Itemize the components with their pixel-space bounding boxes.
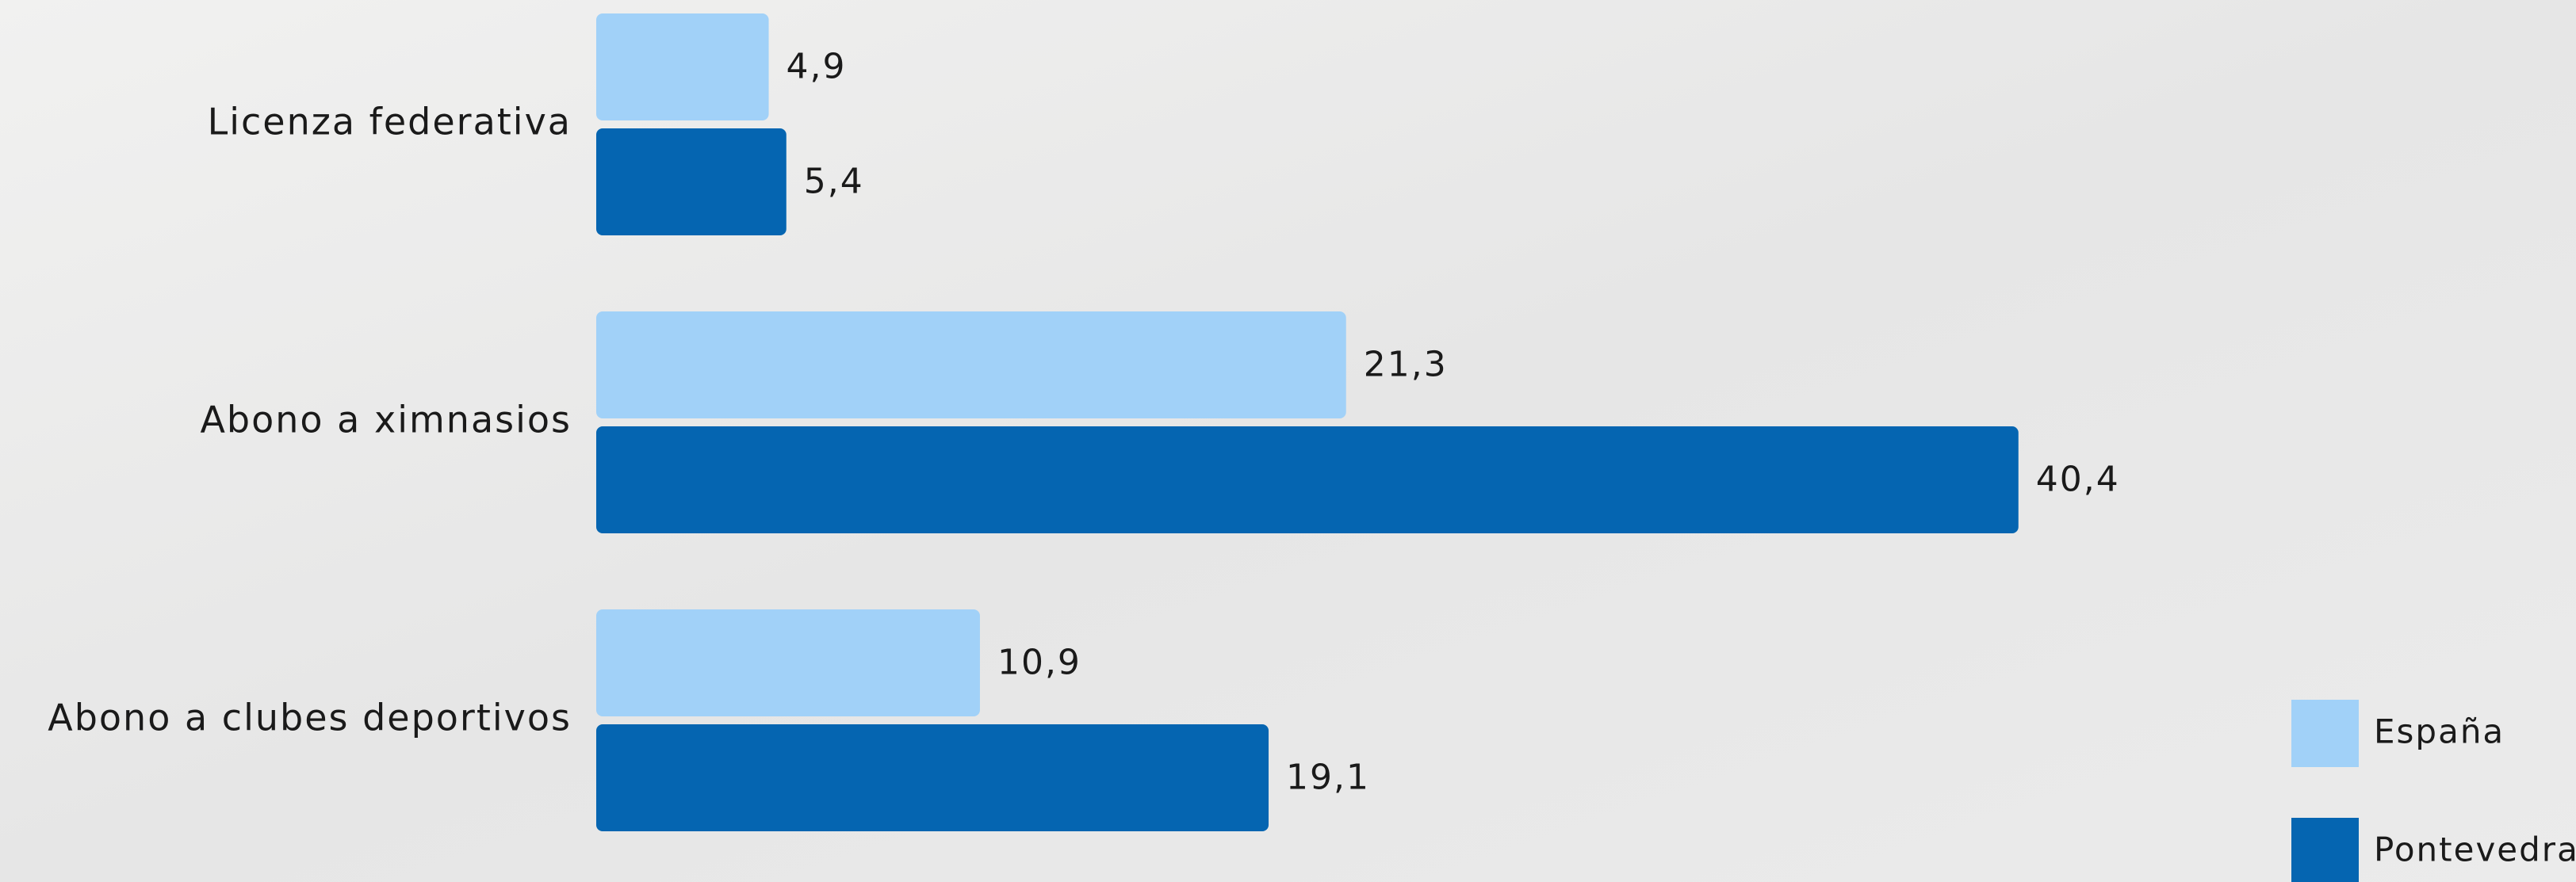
value-label: 4,9 (787, 47, 847, 87)
value-label: 19,1 (1286, 758, 1370, 798)
bar (596, 311, 1346, 418)
category-label: Licenza federativa (208, 101, 572, 143)
legend-swatch (2291, 700, 2359, 767)
category-label: Abono a clubes deportivos (48, 697, 572, 739)
bar (596, 128, 787, 235)
value-label: 10,9 (997, 643, 1081, 683)
bar (596, 609, 980, 716)
value-label: 5,4 (804, 162, 864, 202)
value-label: 40,4 (2036, 460, 2120, 500)
bar (596, 13, 769, 120)
category-label: Abono a ximnasios (200, 399, 572, 441)
legend-label: España (2374, 712, 2505, 751)
bar (596, 724, 1269, 831)
legend-label: Pontevedra (2374, 830, 2576, 869)
value-label: 21,3 (1364, 345, 1448, 385)
bar (596, 426, 2019, 533)
legend-swatch (2291, 818, 2359, 882)
